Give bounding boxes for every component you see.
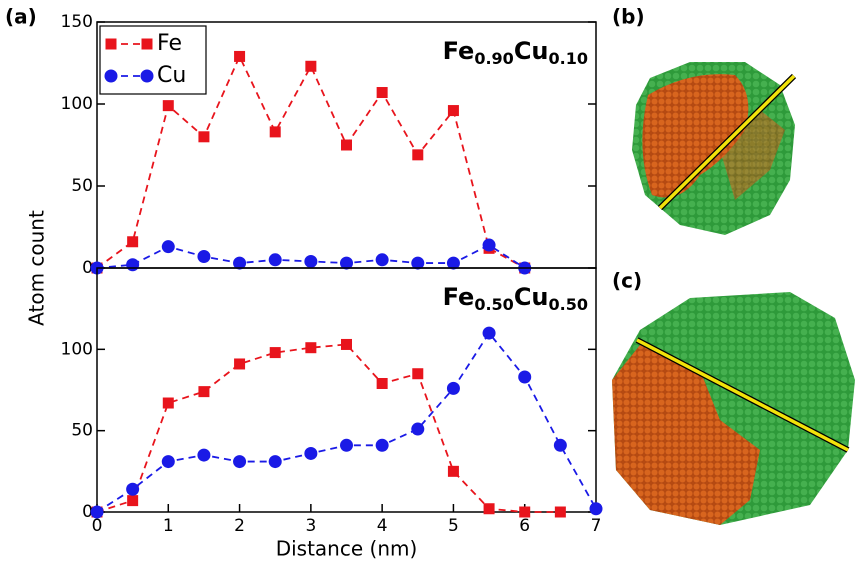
x-tick-label: 2	[234, 516, 245, 536]
point	[340, 439, 353, 452]
point	[447, 382, 460, 395]
point	[519, 507, 530, 518]
point	[270, 126, 281, 137]
point	[305, 61, 316, 72]
point	[304, 255, 317, 268]
subscript: 0.90	[474, 49, 513, 68]
point	[305, 342, 316, 353]
point	[269, 455, 282, 468]
point	[448, 105, 459, 116]
x-tick-label: 7	[591, 516, 602, 536]
point	[376, 439, 389, 452]
x-tick-label: 1	[163, 516, 174, 536]
series-line	[97, 333, 596, 512]
point	[341, 140, 352, 151]
point	[126, 258, 139, 271]
panel-label: (a)	[5, 5, 37, 29]
x-axis-label: Distance (nm)	[276, 537, 418, 561]
point	[448, 466, 459, 477]
point	[162, 240, 175, 253]
x-tick-label: 3	[305, 516, 316, 536]
x-tick-label: 5	[448, 516, 459, 536]
panel-label: (b)	[612, 5, 645, 29]
point	[91, 506, 104, 519]
legend-marker	[142, 39, 153, 50]
y-axis-label: Atom count	[25, 210, 49, 326]
figure: (a) (b) (c) Atom count 050100150Fe0.90Cu…	[0, 0, 864, 565]
point	[198, 386, 209, 397]
point	[483, 327, 496, 340]
element: Fe	[443, 37, 475, 65]
legend-marker	[141, 70, 154, 83]
y-tick-label: 100	[61, 339, 93, 359]
point	[341, 339, 352, 350]
point	[162, 455, 175, 468]
point	[233, 455, 246, 468]
point	[484, 503, 495, 514]
point	[483, 239, 496, 252]
legend-marker	[106, 39, 117, 50]
element: Cu	[514, 283, 549, 311]
element: Fe	[443, 283, 475, 311]
point	[234, 358, 245, 369]
point	[126, 483, 139, 496]
point	[377, 378, 388, 389]
point	[376, 253, 389, 266]
series-line	[97, 344, 560, 512]
point	[590, 502, 603, 515]
composition-label: Fe0.50Cu0.50	[443, 283, 588, 314]
subscript: 0.50	[474, 295, 513, 314]
panel-label: (c)	[612, 269, 642, 293]
point	[554, 439, 567, 452]
legend-label: Cu	[157, 63, 186, 88]
point	[163, 398, 174, 409]
point	[197, 449, 210, 462]
point	[269, 253, 282, 266]
point	[304, 447, 317, 460]
point	[270, 347, 281, 358]
point	[163, 100, 174, 111]
point	[555, 507, 566, 518]
legend-marker	[105, 70, 118, 83]
point	[198, 131, 209, 142]
y-tick-label: 50	[71, 176, 93, 196]
particle-image	[612, 292, 855, 525]
point	[127, 236, 138, 247]
subscript: 0.50	[549, 295, 588, 314]
point	[412, 149, 423, 160]
legend-box	[100, 26, 206, 94]
point	[518, 370, 531, 383]
y-tick-label: 150	[61, 12, 93, 32]
x-tick-label: 6	[519, 516, 530, 536]
composition-label: Fe0.90Cu0.10	[443, 37, 588, 68]
point	[234, 51, 245, 62]
x-tick-label: 0	[92, 516, 103, 536]
point	[127, 495, 138, 506]
point	[412, 368, 423, 379]
legend-label: Fe	[157, 31, 182, 56]
subscript: 0.10	[549, 49, 588, 68]
y-tick-label: 100	[61, 94, 93, 114]
particle-image	[632, 62, 795, 235]
point	[377, 87, 388, 98]
element: Cu	[514, 37, 549, 65]
y-tick-label: 50	[71, 421, 93, 441]
point	[411, 423, 424, 436]
point	[197, 250, 210, 263]
x-tick-label: 4	[377, 516, 388, 536]
